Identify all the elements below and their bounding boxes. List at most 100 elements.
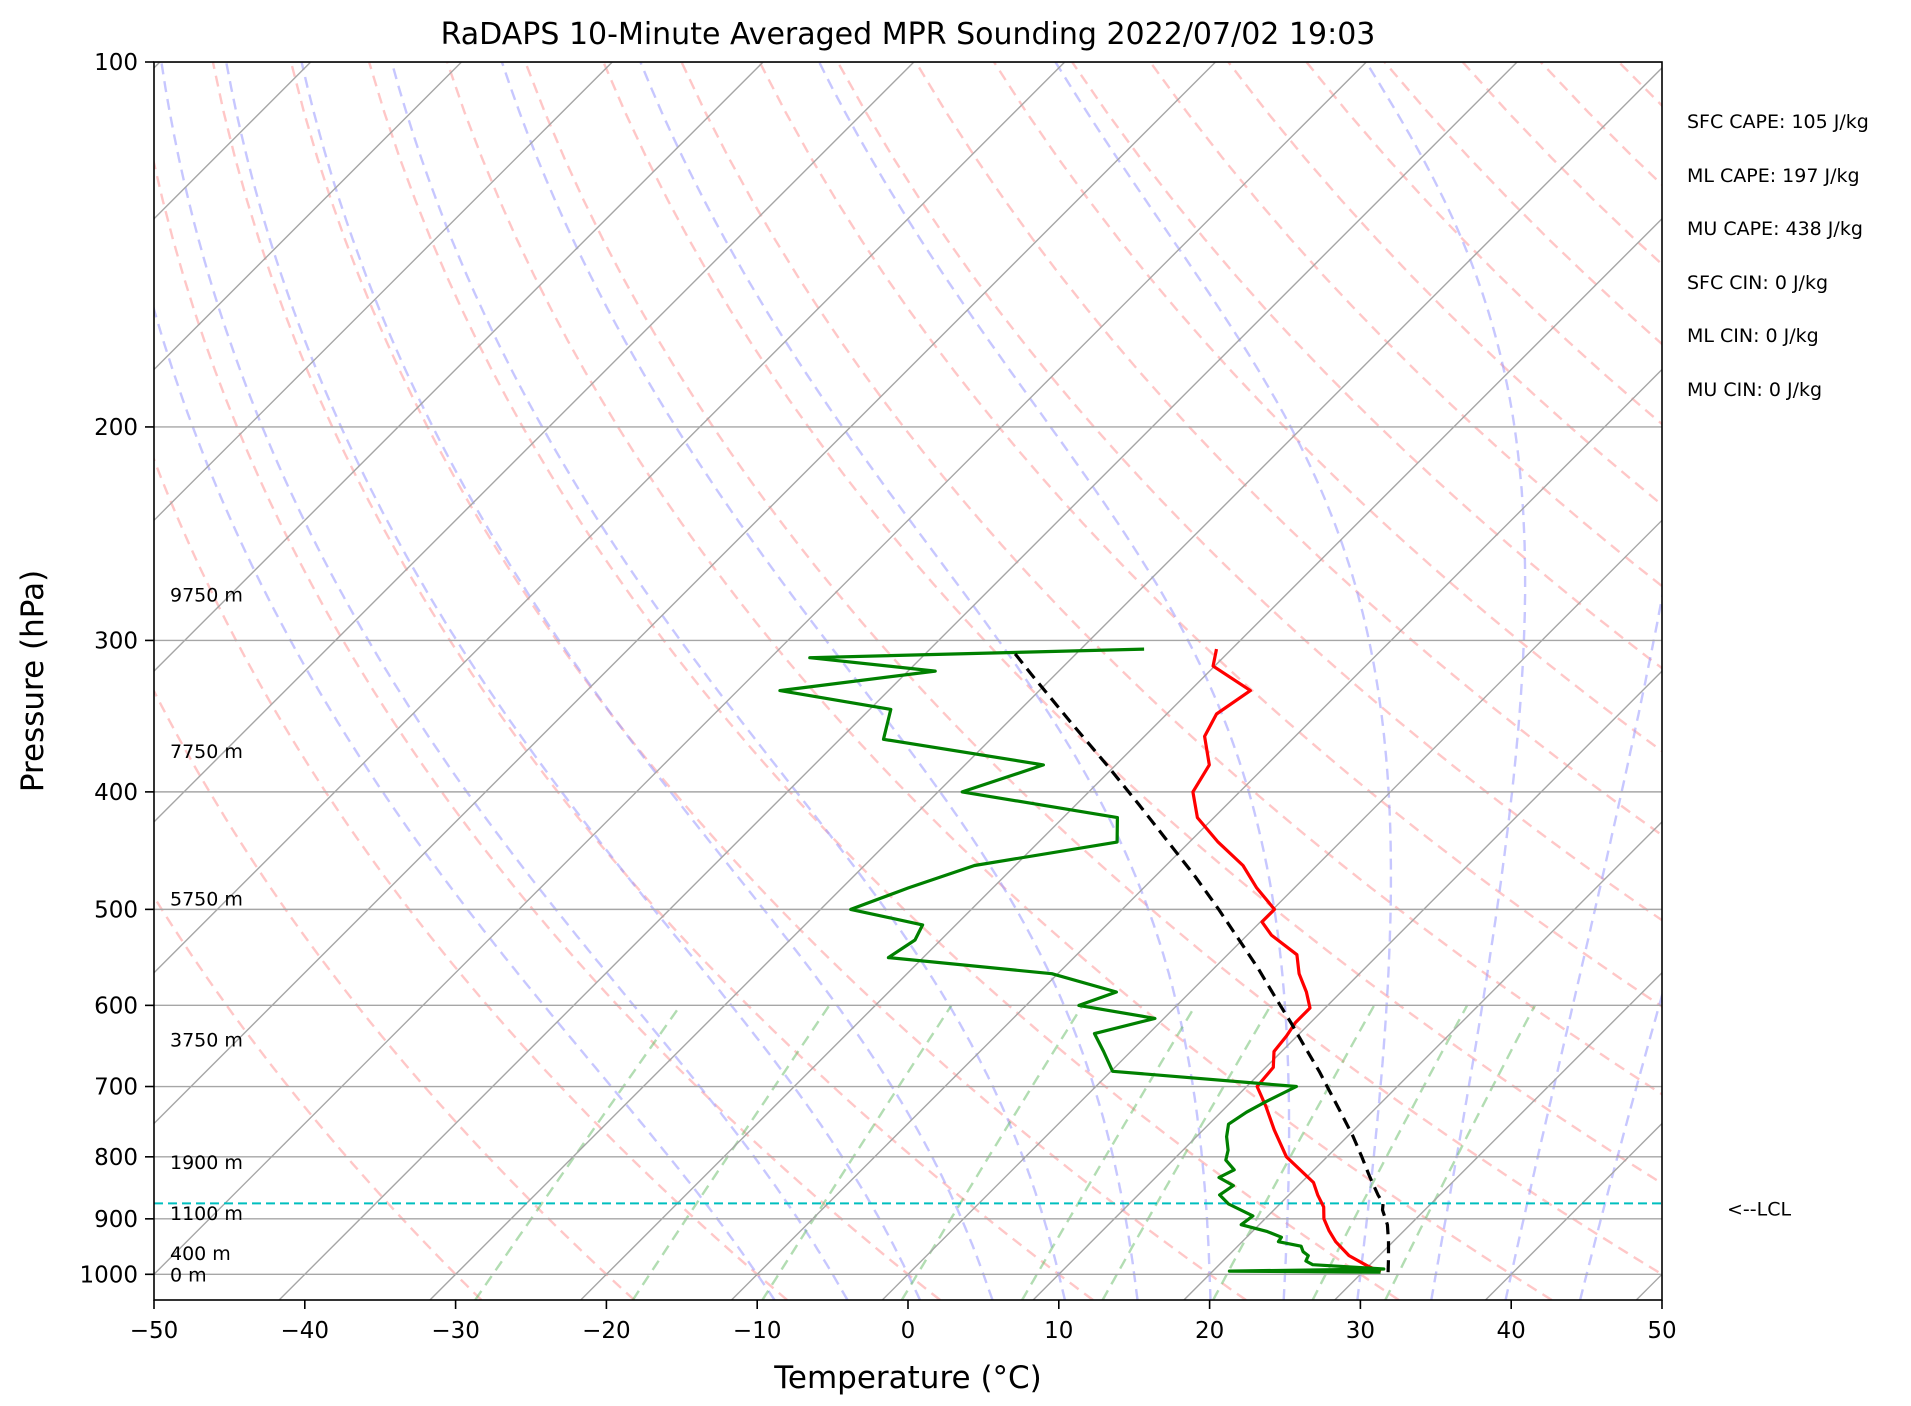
x-tick-label: 40 — [1497, 1318, 1526, 1344]
x-tick-label: 20 — [1195, 1318, 1224, 1344]
height-label: 0 m — [170, 1264, 207, 1286]
plot-area — [0, 62, 1911, 1300]
y-tick-label: 500 — [94, 897, 138, 923]
height-label: 9750 m — [170, 585, 243, 607]
y-axis-ticks: 100 200 300 400 500 600 700 800 900 1000 — [79, 50, 154, 1288]
profile-line-3 — [1010, 648, 1391, 1273]
dry-adiabat-line — [1461, 62, 1662, 266]
isotherm-line — [731, 368, 1662, 1300]
dry-adiabat-line — [758, 62, 1662, 1009]
height-label: 1100 m — [170, 1203, 243, 1225]
dry-adiabat-line — [1697, 62, 1911, 1300]
moist-adiabat-line — [500, 62, 1139, 1300]
dry-adiabat-line — [367, 62, 1400, 1300]
dry-adiabat-line — [1149, 62, 1662, 588]
dry-adiabat-line — [524, 62, 1662, 1276]
moist-adiabat-line — [639, 62, 1212, 1300]
lcl-label: <--LCL — [1727, 1198, 1791, 1220]
x-tick-label: 10 — [1044, 1318, 1073, 1344]
height-label: 5750 m — [170, 889, 243, 911]
x-axis-ticks: −50 −40 −30 −20 −10 0 10 20 30 40 50 — [130, 1300, 1677, 1344]
y-tick-label: 200 — [94, 415, 138, 441]
height-label: 400 m — [170, 1243, 231, 1265]
isotherm-line — [154, 62, 463, 371]
mixing-ratio-line — [761, 1004, 953, 1300]
y-axis-label: Pressure (hPa) — [15, 570, 51, 792]
mixing-ratio-line — [474, 1004, 682, 1300]
dry-adiabat-line — [914, 62, 1662, 837]
isotherms — [0, 62, 1911, 1300]
isotherm-line — [0, 62, 9, 1300]
mixing-ratio-line — [1311, 1004, 1469, 1300]
x-tick-label: 0 — [901, 1318, 916, 1344]
height-label: 7750 m — [170, 741, 243, 763]
moist-adiabat-line — [1504, 591, 1662, 1300]
isotherm-line — [154, 62, 613, 522]
isotherm-line — [154, 62, 1367, 1276]
dry-adiabat-line — [1539, 62, 1662, 187]
x-tick-label: −10 — [733, 1318, 782, 1344]
moist-adiabat-line — [225, 62, 922, 1300]
moist-adiabat-line — [160, 62, 849, 1300]
isotherm-line — [154, 62, 764, 673]
x-axis-label: Temperature (°C) — [773, 1360, 1042, 1396]
moist-adiabat-line — [818, 62, 1291, 1300]
isobars — [154, 62, 1662, 1276]
isotherm-line — [154, 62, 915, 823]
isotherm-line — [154, 62, 1066, 974]
dry-adiabat-line — [289, 62, 1247, 1300]
y-tick-label: 1000 — [79, 1262, 138, 1288]
mixing-ratio-line — [1021, 1004, 1197, 1300]
moist-adiabat-line — [1365, 62, 1527, 1300]
y-tick-label: 400 — [94, 780, 138, 806]
mixing-ratio-line — [900, 1004, 1084, 1300]
moist-adiabat-line — [300, 62, 994, 1300]
dry-adiabat-line — [211, 62, 1094, 1300]
stats-panel: SFC CAPE: 105 J/kg ML CAPE: 197 J/kg MU … — [1687, 111, 1869, 401]
moist-adiabat-line — [1578, 991, 1662, 1300]
profile-line-1 — [1191, 648, 1382, 1274]
moist-adiabats — [154, 62, 1662, 1300]
isotherm-line — [154, 62, 1217, 1125]
height-label: 1900 m — [170, 1152, 243, 1174]
dry-adiabat-line — [154, 456, 788, 1300]
stat-ml-cin: ML CIN: 0 J/kg — [1687, 325, 1819, 347]
stat-sfc-cape: SFC CAPE: 105 J/kg — [1687, 111, 1869, 133]
isotherm-line — [429, 66, 1662, 1300]
isotherm-line — [1635, 1273, 1662, 1300]
dry-adiabat-line — [1305, 62, 1662, 426]
chart-title: RaDAPS 10-Minute Averaged MPR Sounding 2… — [441, 17, 1376, 52]
mixing-ratio-line — [1101, 1004, 1272, 1300]
x-tick-label: −50 — [130, 1318, 179, 1344]
y-tick-label: 700 — [94, 1075, 138, 1101]
isotherm-line — [278, 62, 1518, 1300]
dry-adiabat-line — [836, 62, 1662, 922]
dry-adiabat-line — [446, 62, 1553, 1300]
profile-line-2 — [778, 647, 1386, 1274]
dry-adiabat-line — [992, 62, 1662, 753]
sounding-profiles — [778, 647, 1391, 1274]
y-tick-label: 300 — [94, 628, 138, 654]
stat-sfc-cin: SFC CIN: 0 J/kg — [1687, 272, 1828, 294]
x-tick-label: −40 — [281, 1318, 330, 1344]
stat-ml-cape: ML CAPE: 197 J/kg — [1687, 165, 1860, 187]
mixing-ratio-lines — [474, 1004, 1536, 1300]
mixing-ratio-line — [631, 1004, 831, 1300]
y-tick-label: 900 — [94, 1207, 138, 1233]
isotherm-line — [1334, 971, 1662, 1300]
isotherm-line — [881, 519, 1662, 1300]
stat-mu-cin: MU CIN: 0 J/kg — [1687, 379, 1822, 401]
isotherm-line — [1485, 1122, 1662, 1300]
isotherm-line — [1032, 670, 1662, 1300]
isotherm-line — [1787, 62, 1911, 1300]
dry-adiabats — [154, 62, 1911, 1300]
x-tick-label: −20 — [582, 1318, 631, 1344]
moist-adiabat-line — [154, 305, 776, 1300]
y-tick-label: 600 — [94, 993, 138, 1019]
stat-mu-cape: MU CAPE: 438 J/kg — [1687, 218, 1863, 240]
x-tick-label: 30 — [1346, 1318, 1375, 1344]
mixing-ratio-line — [1384, 1004, 1536, 1300]
y-tick-label: 100 — [94, 50, 138, 76]
x-tick-label: −30 — [431, 1318, 480, 1344]
